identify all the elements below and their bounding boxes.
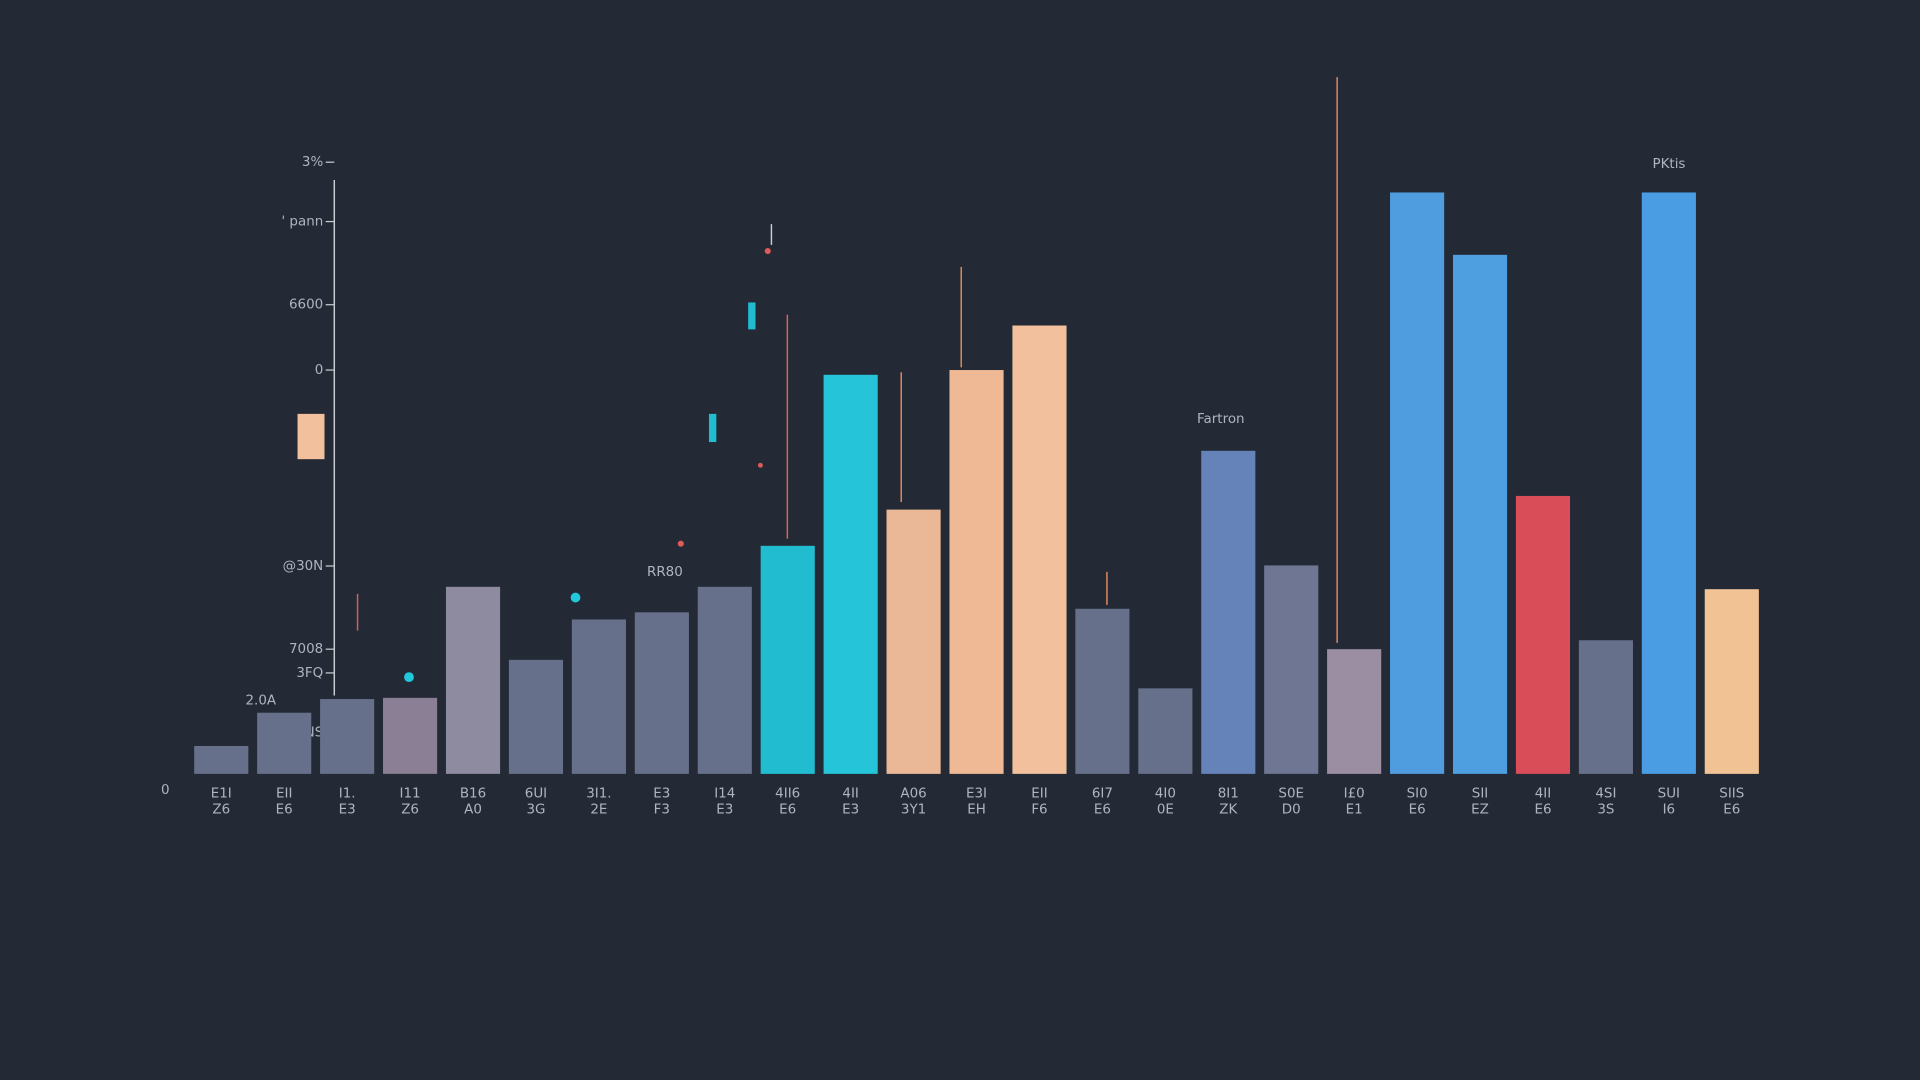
bar xyxy=(1452,254,1508,774)
x-tick-label: SIIS xyxy=(1719,786,1744,801)
x-tick-sublabel: 3S xyxy=(1597,802,1614,817)
bar xyxy=(1012,325,1067,774)
bar xyxy=(445,586,501,774)
bar xyxy=(1075,608,1130,774)
decor-dot xyxy=(677,540,684,547)
bar xyxy=(634,612,689,774)
x-tick-sublabel: D0 xyxy=(1282,802,1301,817)
y-tick-label: 0 xyxy=(315,363,324,378)
x-tick-label: 4II xyxy=(842,786,859,801)
x-tick-label: I11 xyxy=(400,786,421,801)
x-tick-sublabel: A0 xyxy=(464,802,482,817)
bar xyxy=(383,697,438,774)
x-tick-sublabel: E3 xyxy=(842,802,859,817)
bar xyxy=(886,509,941,774)
x-tick-label: I1. xyxy=(339,786,356,801)
bar xyxy=(257,712,312,774)
x-tick-label: 4II6 xyxy=(775,786,800,801)
x-tick-label: I14 xyxy=(714,786,735,801)
decor-dot xyxy=(757,462,763,468)
bar xyxy=(320,699,375,774)
x-tick-label: SI0 xyxy=(1407,786,1428,801)
bar xyxy=(1201,450,1256,774)
x-tick-sublabel: I6 xyxy=(1663,802,1676,817)
x-tick-sublabel: 3G xyxy=(526,802,545,817)
x-tick-label: 8I1 xyxy=(1218,786,1239,801)
bar xyxy=(1138,688,1193,774)
annotation: 0 xyxy=(161,783,170,798)
x-tick-sublabel: E3 xyxy=(716,802,733,817)
x-tick-label: 4I0 xyxy=(1155,786,1176,801)
x-tick-label: E3I xyxy=(966,786,987,801)
x-tick-sublabel: E6 xyxy=(276,802,293,817)
bar xyxy=(1704,589,1759,774)
x-tick-label: B16 xyxy=(460,786,486,801)
bar xyxy=(1578,640,1633,774)
x-tick-label: 6UI xyxy=(525,786,547,801)
annotation: Fartron xyxy=(1197,412,1245,427)
x-tick-label: 4SI xyxy=(1595,786,1616,801)
bar xyxy=(823,374,878,774)
y-tick-label: ' pann xyxy=(281,215,323,230)
decor-dot xyxy=(764,247,771,255)
x-tick-sublabel: 3Y1 xyxy=(901,802,926,817)
x-tick-sublabel: 0E xyxy=(1157,802,1174,817)
y-tick-label: 6600 xyxy=(289,298,323,313)
bar xyxy=(1390,192,1445,774)
y-tick-label: 3% xyxy=(302,155,324,170)
decor-candle xyxy=(748,302,756,330)
x-tick-sublabel: 2E xyxy=(590,802,607,817)
x-tick-sublabel: Z6 xyxy=(401,802,419,817)
x-tick-label: EII xyxy=(276,786,292,801)
x-tick-sublabel: E1 xyxy=(1346,802,1363,817)
annotation: 2.0A xyxy=(246,693,277,708)
y-tick-label: 3FQ xyxy=(296,666,323,681)
x-tick-label: 3I1. xyxy=(586,786,611,801)
decor-dot xyxy=(570,592,581,603)
x-tick-sublabel: F3 xyxy=(654,802,670,817)
x-tick-label: EII xyxy=(1031,786,1047,801)
x-tick-sublabel: Z6 xyxy=(212,802,230,817)
x-tick-sublabel: E6 xyxy=(1409,802,1426,817)
x-tick-label: S0E xyxy=(1278,786,1304,801)
x-tick-sublabel: E3 xyxy=(339,802,356,817)
y-tick-label: @30N xyxy=(283,559,324,574)
bar xyxy=(760,545,815,774)
bar xyxy=(194,745,249,774)
y-tick-label: 7008 xyxy=(289,642,323,657)
x-tick-label: 6I7 xyxy=(1092,786,1113,801)
bar xyxy=(697,586,752,774)
bar xyxy=(1327,649,1382,774)
bar xyxy=(1641,192,1696,774)
bar xyxy=(571,619,626,774)
x-tick-label: E1I xyxy=(211,786,232,801)
x-tick-sublabel: E6 xyxy=(1094,802,1111,817)
x-tick-sublabel: ZK xyxy=(1219,802,1238,817)
x-tick-sublabel: E6 xyxy=(779,802,796,817)
bar xyxy=(1515,495,1571,774)
decorations xyxy=(297,77,1338,683)
x-tick-label: I£0 xyxy=(1344,786,1365,801)
bar xyxy=(949,370,1004,774)
x-tick-label: 4II xyxy=(1535,786,1552,801)
x-tick-sublabel: EZ xyxy=(1471,802,1489,817)
x-tick-sublabel: E6 xyxy=(1723,802,1740,817)
x-tick-label: A06 xyxy=(900,786,926,801)
x-tick-sublabel: E6 xyxy=(1534,802,1551,817)
decor-candle xyxy=(708,413,717,443)
decor-dot xyxy=(404,672,414,683)
annotation: PKtis xyxy=(1652,157,1685,172)
bar xyxy=(1264,565,1319,774)
x-tick-label: SUI xyxy=(1658,786,1680,801)
x-tick-label: E3 xyxy=(653,786,670,801)
annotation: RR80 xyxy=(647,565,683,580)
x-tick-sublabel: F6 xyxy=(1031,802,1047,817)
bar xyxy=(508,659,564,774)
x-tick-sublabel: EH xyxy=(967,802,986,817)
x-tick-label: SII xyxy=(1472,786,1488,801)
decor-box xyxy=(297,413,325,460)
